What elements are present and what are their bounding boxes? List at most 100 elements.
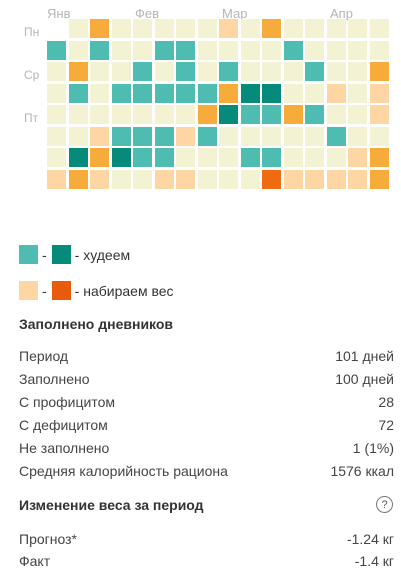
heatmap-cell[interactable]: [90, 62, 109, 81]
heatmap-cell[interactable]: [47, 62, 66, 81]
heatmap-cell[interactable]: [176, 126, 195, 146]
heatmap-cell[interactable]: [133, 126, 152, 146]
heatmap-cell[interactable]: [219, 126, 238, 146]
heatmap-cell[interactable]: [305, 169, 324, 189]
heatmap-cell[interactable]: [219, 169, 238, 189]
heatmap-cell[interactable]: [133, 169, 152, 189]
heatmap-cell[interactable]: [154, 19, 174, 38]
heatmap-cell[interactable]: [197, 105, 217, 124]
heatmap-cell[interactable]: [68, 105, 88, 124]
heatmap-cell[interactable]: [176, 62, 195, 81]
heatmap-cell[interactable]: [283, 19, 303, 38]
heatmap-cell[interactable]: [369, 148, 389, 167]
heatmap-cell[interactable]: [90, 148, 109, 167]
heatmap-cell[interactable]: [240, 40, 260, 60]
heatmap-cell[interactable]: [283, 40, 303, 60]
heatmap-cell[interactable]: [197, 169, 217, 189]
heatmap-cell[interactable]: [305, 83, 324, 103]
heatmap-cell[interactable]: [111, 148, 131, 167]
heatmap-cell[interactable]: [111, 83, 131, 103]
heatmap-cell[interactable]: [348, 105, 367, 124]
heatmap-cell[interactable]: [348, 62, 367, 81]
heatmap-cell[interactable]: [326, 83, 346, 103]
heatmap-cell[interactable]: [47, 40, 66, 60]
heatmap-cell[interactable]: [176, 148, 195, 167]
heatmap-cell[interactable]: [369, 40, 389, 60]
heatmap-cell[interactable]: [197, 62, 217, 81]
heatmap-cell[interactable]: [262, 83, 281, 103]
heatmap-cell[interactable]: [283, 169, 303, 189]
heatmap-cell[interactable]: [369, 105, 389, 124]
heatmap-cell[interactable]: [47, 126, 66, 146]
heatmap-cell[interactable]: [219, 19, 238, 38]
heatmap-cell[interactable]: [154, 126, 174, 146]
heatmap-cell[interactable]: [326, 148, 346, 167]
heatmap-cell[interactable]: [90, 169, 109, 189]
heatmap-cell[interactable]: [283, 148, 303, 167]
heatmap-cell[interactable]: [262, 40, 281, 60]
heatmap-cell[interactable]: [197, 126, 217, 146]
heatmap-cell[interactable]: [197, 148, 217, 167]
heatmap-cell[interactable]: [68, 40, 88, 60]
heatmap-cell[interactable]: [219, 62, 238, 81]
heatmap-cell[interactable]: [219, 83, 238, 103]
heatmap-cell[interactable]: [47, 83, 66, 103]
heatmap-cell[interactable]: [197, 19, 217, 38]
heatmap-cell[interactable]: [68, 126, 88, 146]
heatmap-cell[interactable]: [348, 126, 367, 146]
heatmap-cell[interactable]: [369, 83, 389, 103]
heatmap-cell[interactable]: [240, 148, 260, 167]
heatmap-cell[interactable]: [262, 126, 281, 146]
heatmap-cell[interactable]: [305, 105, 324, 124]
heatmap-cell[interactable]: [326, 126, 346, 146]
heatmap-cell[interactable]: [111, 126, 131, 146]
heatmap-cell[interactable]: [326, 105, 346, 124]
heatmap-cell[interactable]: [68, 62, 88, 81]
heatmap-cell[interactable]: [305, 148, 324, 167]
heatmap-cell[interactable]: [283, 83, 303, 103]
heatmap-cell[interactable]: [369, 126, 389, 146]
heatmap-cell[interactable]: [283, 105, 303, 124]
heatmap-cell[interactable]: [262, 62, 281, 81]
heatmap-cell[interactable]: [197, 83, 217, 103]
heatmap-cell[interactable]: [47, 105, 66, 124]
heatmap-cell[interactable]: [176, 83, 195, 103]
heatmap-cell[interactable]: [305, 126, 324, 146]
heatmap-cell[interactable]: [369, 62, 389, 81]
heatmap-cell[interactable]: [154, 169, 174, 189]
heatmap-cell[interactable]: [262, 169, 281, 189]
heatmap-cell[interactable]: [154, 105, 174, 124]
heatmap-cell[interactable]: [369, 19, 389, 38]
heatmap-cell[interactable]: [305, 62, 324, 81]
heatmap-cell[interactable]: [47, 169, 66, 189]
heatmap-cell[interactable]: [90, 105, 109, 124]
heatmap-cell[interactable]: [240, 83, 260, 103]
heatmap-cell[interactable]: [240, 62, 260, 81]
heatmap-cell[interactable]: [176, 105, 195, 124]
heatmap-cell[interactable]: [111, 62, 131, 81]
heatmap-cell[interactable]: [240, 126, 260, 146]
heatmap-cell[interactable]: [283, 126, 303, 146]
heatmap-cell[interactable]: [262, 148, 281, 167]
help-icon[interactable]: ?: [376, 496, 393, 513]
heatmap-cell[interactable]: [133, 40, 152, 60]
heatmap-cell[interactable]: [154, 83, 174, 103]
heatmap-cell[interactable]: [326, 40, 346, 60]
heatmap-cell[interactable]: [197, 40, 217, 60]
heatmap-cell[interactable]: [111, 105, 131, 124]
heatmap-cell[interactable]: [219, 105, 238, 124]
heatmap-cell[interactable]: [133, 19, 152, 38]
heatmap-cell[interactable]: [68, 83, 88, 103]
heatmap-cell[interactable]: [111, 169, 131, 189]
heatmap-cell[interactable]: [305, 19, 324, 38]
heatmap-cell[interactable]: [262, 105, 281, 124]
heatmap-cell[interactable]: [133, 148, 152, 167]
heatmap-cell[interactable]: [111, 40, 131, 60]
heatmap-cell[interactable]: [176, 169, 195, 189]
heatmap-cell[interactable]: [133, 62, 152, 81]
heatmap-cell[interactable]: [154, 62, 174, 81]
heatmap-cell[interactable]: [176, 40, 195, 60]
heatmap-cell[interactable]: [240, 19, 260, 38]
heatmap-cell[interactable]: [305, 40, 324, 60]
heatmap-cell[interactable]: [90, 126, 109, 146]
